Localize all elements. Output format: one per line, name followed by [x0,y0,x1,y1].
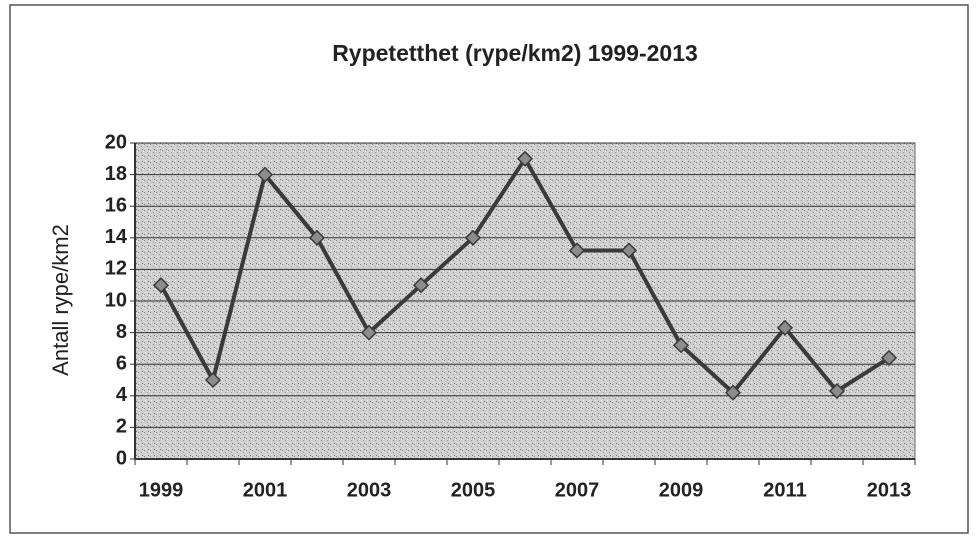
marker [464,229,482,246]
marker [412,277,430,294]
y-axis-label: Antall rype/km2 [48,224,73,376]
frame [9,4,969,534]
marker [880,349,898,366]
chart-title: Rypetetthet (rype/km2) 1999-2013 [332,40,698,66]
y-tick-label: 10 [105,289,127,311]
marker [360,324,378,341]
marker [256,166,274,183]
marker [620,242,638,259]
x-tick-label: 2009 [659,479,704,501]
y-tick-label: 12 [105,258,127,280]
x-tick-label: 2011 [763,479,806,501]
x-tick-label: 2001 [243,479,288,501]
y-tick-label: 2 [116,416,127,438]
y-tick-label: 8 [116,321,127,343]
marker [568,242,586,259]
y-tick-label: 16 [105,194,127,216]
y-tick-label: 14 [105,226,128,248]
x-tick-label: 2007 [555,479,600,501]
marker [204,371,222,389]
x-tick-label: 1999 [139,479,184,501]
x-tick-label: 2003 [347,479,392,501]
marker [308,229,326,246]
y-tick-label: 6 [116,352,127,374]
marker [828,382,846,400]
y-tick-label: 4 [116,384,128,406]
marker [776,319,794,336]
x-tick-label: 2013 [867,479,912,501]
marker [672,337,690,354]
marker [152,277,170,294]
y-tick-label: 18 [105,163,127,185]
x-tick-label: 2005 [451,479,496,501]
marker [516,150,534,167]
y-tick-label: 0 [116,447,127,469]
y-tick-label: 20 [105,131,127,153]
marker [724,384,742,401]
